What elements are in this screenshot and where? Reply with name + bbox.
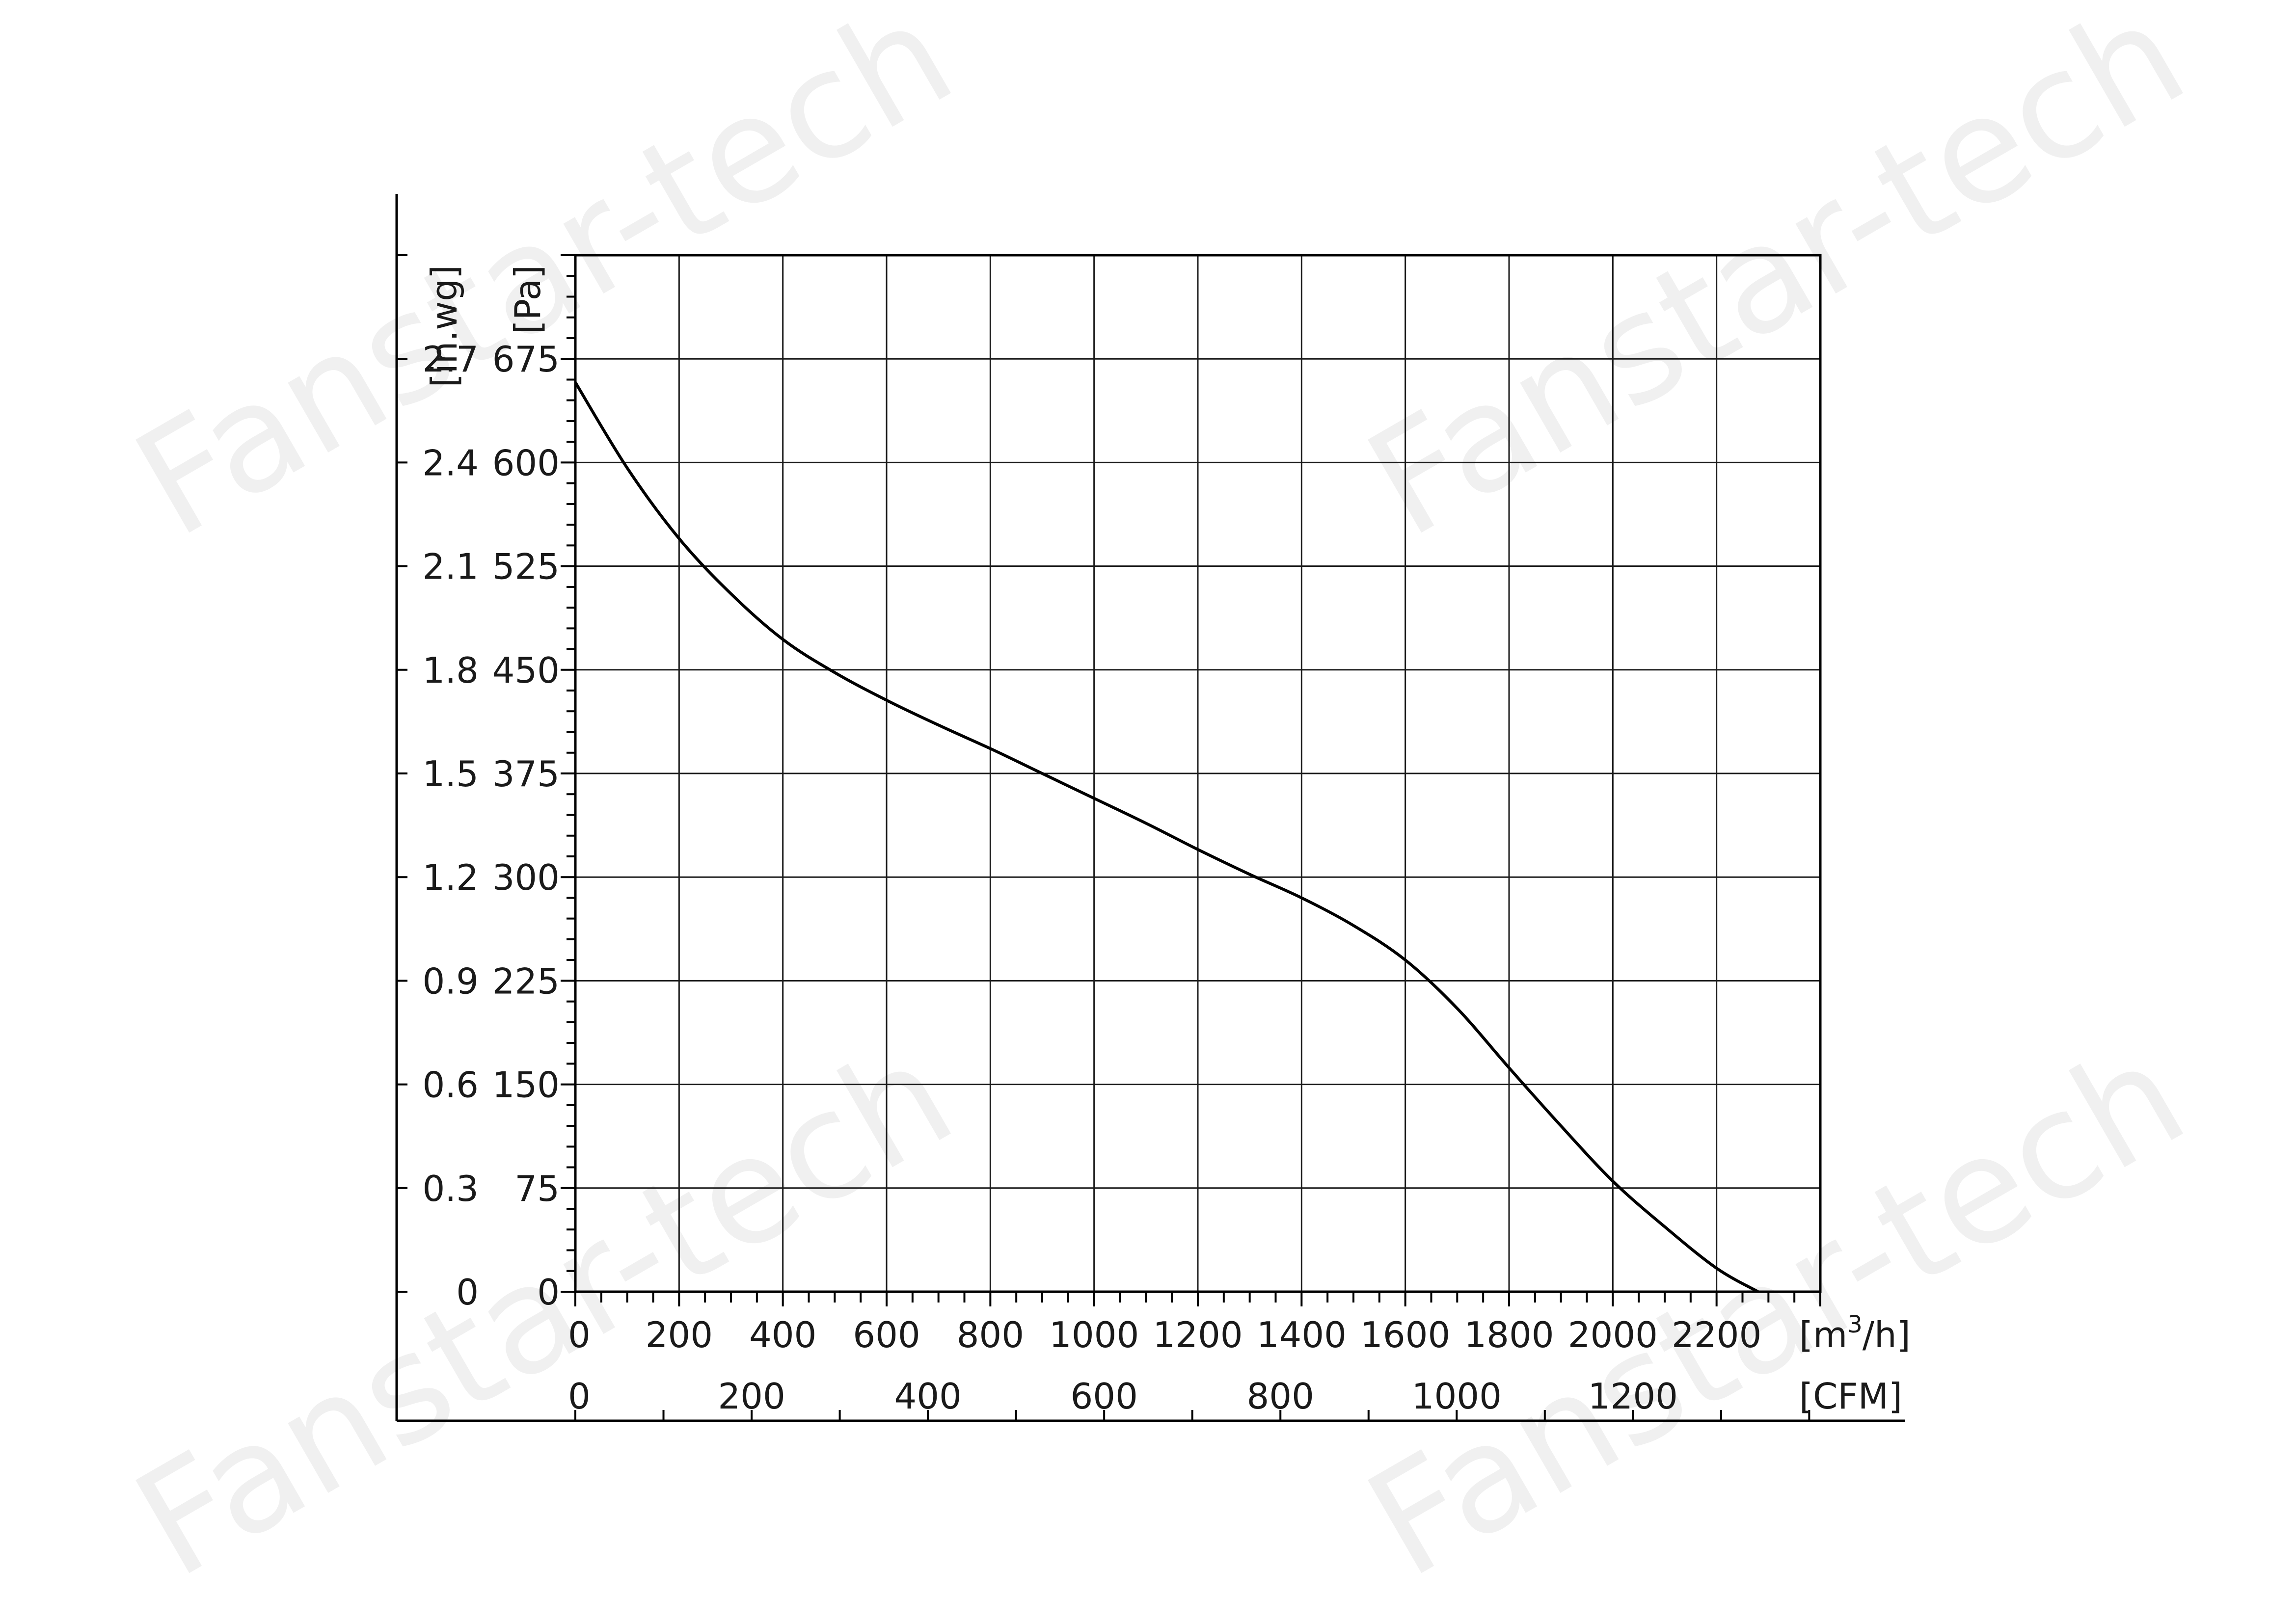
grid [575, 255, 1820, 1292]
y2-unit-label: [in.wg] [424, 265, 465, 387]
y2-tick-label: 0 [456, 1272, 479, 1313]
x-tick-label: 2000 [1568, 1314, 1658, 1356]
x-tick-label: 1200 [1153, 1314, 1243, 1356]
x-tick-label: 1600 [1360, 1314, 1450, 1356]
x-unit-tail: /h] [1863, 1314, 1911, 1356]
x2-tick-label: 600 [1070, 1376, 1137, 1417]
y-tick-label: 0 [537, 1272, 560, 1313]
x-unit-label: [m3/h] [1799, 1311, 1911, 1356]
y-tick-label: 225 [492, 960, 560, 1002]
x-unit-base: [m [1799, 1314, 1847, 1356]
y-tick-label: 525 [492, 546, 560, 587]
y2-tick-label: 1.8 [422, 650, 479, 691]
y-tick-label: 75 [514, 1168, 560, 1209]
data-point [990, 748, 991, 749]
x-tick-label: 1800 [1464, 1314, 1554, 1356]
x2-tick-label: 400 [894, 1376, 961, 1417]
y2-tick-label: 1.5 [422, 753, 479, 795]
x-tick-label: 1000 [1049, 1314, 1139, 1356]
x-tick-label: 600 [853, 1314, 920, 1356]
x-unit-sup: 3 [1847, 1311, 1863, 1338]
x-tick-label: 0 [568, 1314, 591, 1356]
y2-tick-label: 0.9 [422, 960, 479, 1002]
data-point [1457, 1008, 1458, 1009]
y-tick-label: 375 [492, 753, 560, 795]
y2-tick-label: 0.6 [422, 1064, 479, 1106]
y-tick-label: 300 [492, 857, 560, 898]
x2-tick-label: 200 [718, 1376, 785, 1417]
data-point [575, 382, 576, 383]
tick-marks [397, 254, 1821, 1421]
x-tick-label: 2200 [1672, 1314, 1761, 1356]
x-tick-label: 400 [749, 1314, 816, 1356]
data-point [1249, 874, 1250, 875]
x2-tick-label: 0 [568, 1376, 591, 1417]
y2-tick-label: 0.3 [422, 1168, 479, 1209]
series-layer [574, 381, 1759, 1293]
y-tick-label: 675 [492, 339, 560, 380]
watermark-text: Fanstar-tech [1341, 1009, 2212, 1610]
data-point [1509, 1067, 1510, 1068]
x2-tick-label: 800 [1247, 1376, 1314, 1417]
y-unit-label: [Pa] [507, 265, 548, 334]
watermark-text: Fanstar-tech [1341, 0, 2212, 570]
y2-tick-label: 1.2 [422, 857, 479, 898]
x2-unit-label: [CFM] [1799, 1376, 1902, 1417]
y2-tick-label: 2.1 [422, 546, 479, 587]
y2-tick-label: 2.7 [422, 339, 479, 380]
x-tick-label: 1400 [1257, 1314, 1347, 1356]
unit-labels: [in.wg] [Pa] [m3/h] [CFM] [424, 265, 1911, 1417]
x2-tick-label: 1200 [1588, 1376, 1678, 1417]
tick-labels: 0 200 400 600 800 1000 1200 1400 1600 1800 2000 220… [422, 339, 1761, 1417]
data-point [1353, 925, 1354, 926]
x-tick-label: 800 [957, 1314, 1024, 1356]
x2-tick-label: 1000 [1412, 1376, 1502, 1417]
x-tick-label: 200 [646, 1314, 713, 1356]
y2-tick-label: 2.4 [422, 442, 479, 483]
data-point [1042, 773, 1043, 774]
y-tick-label: 150 [492, 1064, 560, 1106]
pressure-curve [574, 381, 1759, 1293]
y-tick-label: 600 [492, 442, 560, 483]
y-tick-label: 450 [492, 650, 560, 691]
data-point [1716, 1268, 1717, 1269]
